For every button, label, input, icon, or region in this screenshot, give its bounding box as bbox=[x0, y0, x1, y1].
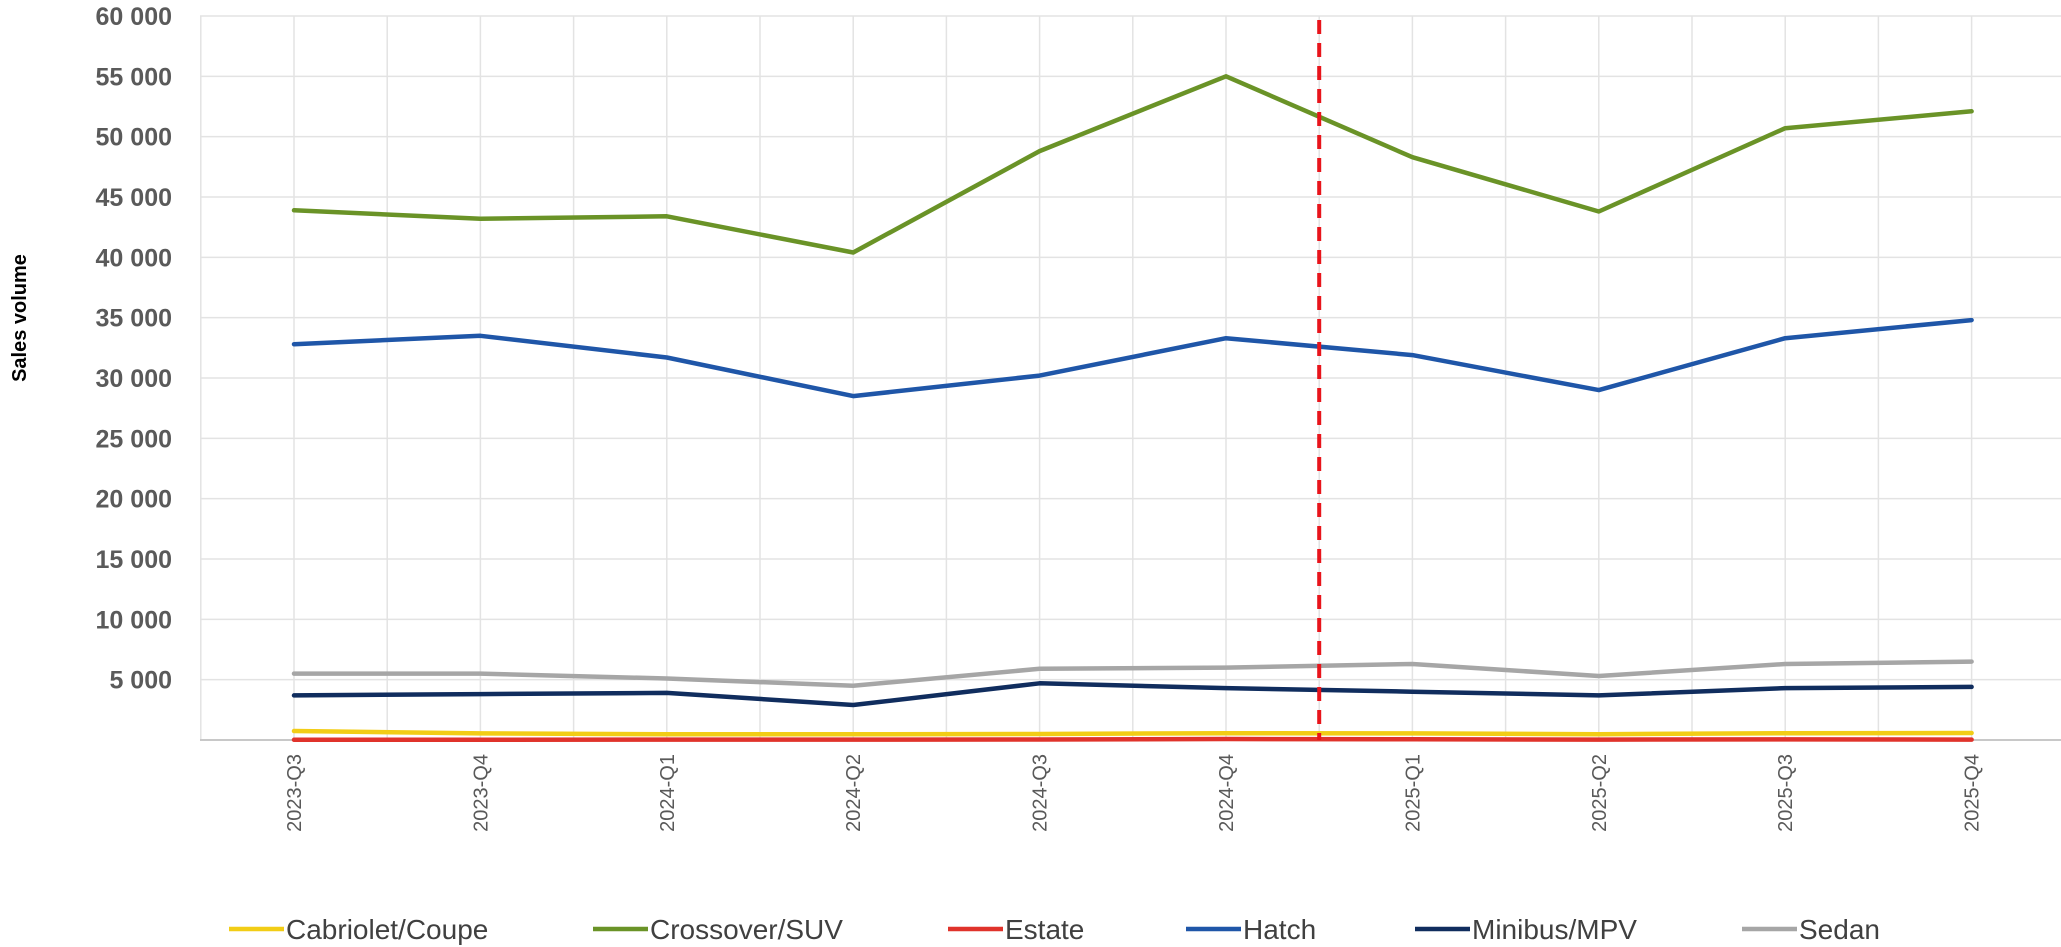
y-tick-label: 5 000 bbox=[109, 667, 172, 695]
legend-label-estate: Estate bbox=[1005, 914, 1084, 945]
y-tick-label: 45 000 bbox=[96, 184, 172, 212]
x-tick-label: 2023-Q3 bbox=[284, 754, 306, 832]
series-line-sedan bbox=[291, 659, 1974, 688]
y-tick-label: 50 000 bbox=[96, 124, 172, 152]
y-tick-label: 15 000 bbox=[96, 546, 172, 574]
chart-legend: Cabriolet/Coupe Crossover/SUV Estate Hatch M… bbox=[229, 914, 1880, 945]
chart-grid bbox=[200, 15, 2061, 740]
series-line-crossover-suv bbox=[291, 74, 1974, 255]
y-tick-label: 35 000 bbox=[96, 305, 172, 333]
y-tick-label: 25 000 bbox=[96, 425, 172, 453]
series-line-minibus-mpv bbox=[291, 681, 1974, 708]
legend-label-hatch: Hatch bbox=[1243, 914, 1316, 945]
series-line-cabriolet-coupe bbox=[291, 728, 1974, 737]
chart-axes: 5 000 10 000 15 000 20 000 25 000 30 000 35 00… bbox=[96, 3, 2061, 832]
series-line-estate bbox=[291, 736, 1974, 743]
legend-label-cabriolet-coupe: Cabriolet/Coupe bbox=[286, 914, 488, 945]
y-tick-label: 30 000 bbox=[96, 365, 172, 393]
legend-label-crossover-suv: Crossover/SUV bbox=[650, 914, 843, 945]
y-tick-label: 10 000 bbox=[96, 606, 172, 634]
x-tick-label: 2024-Q3 bbox=[1030, 754, 1052, 832]
x-tick-label: 2024-Q2 bbox=[843, 754, 865, 832]
x-tick-label: 2023-Q4 bbox=[470, 754, 492, 832]
x-tick-label: 2025-Q4 bbox=[1962, 754, 1984, 832]
y-axis-label: Sales volume bbox=[9, 254, 31, 382]
legend-label-minibus-mpv: Minibus/MPV bbox=[1472, 914, 1637, 945]
x-tick-label: 2025-Q1 bbox=[1402, 754, 1424, 832]
x-tick-label: 2025-Q3 bbox=[1775, 754, 1797, 832]
x-tick-label: 2024-Q1 bbox=[657, 754, 679, 832]
y-tick-label: 55 000 bbox=[96, 63, 172, 91]
series-lines bbox=[291, 74, 1974, 743]
y-tick-label: 40 000 bbox=[96, 244, 172, 272]
y-tick-label: 20 000 bbox=[96, 486, 172, 514]
x-tick-label: 2025-Q2 bbox=[1589, 754, 1611, 832]
x-tick-label: 2024-Q4 bbox=[1216, 754, 1238, 832]
legend-label-sedan: Sedan bbox=[1799, 914, 1880, 945]
y-tick-label: 60 000 bbox=[96, 3, 172, 31]
series-line-hatch bbox=[291, 317, 1974, 399]
